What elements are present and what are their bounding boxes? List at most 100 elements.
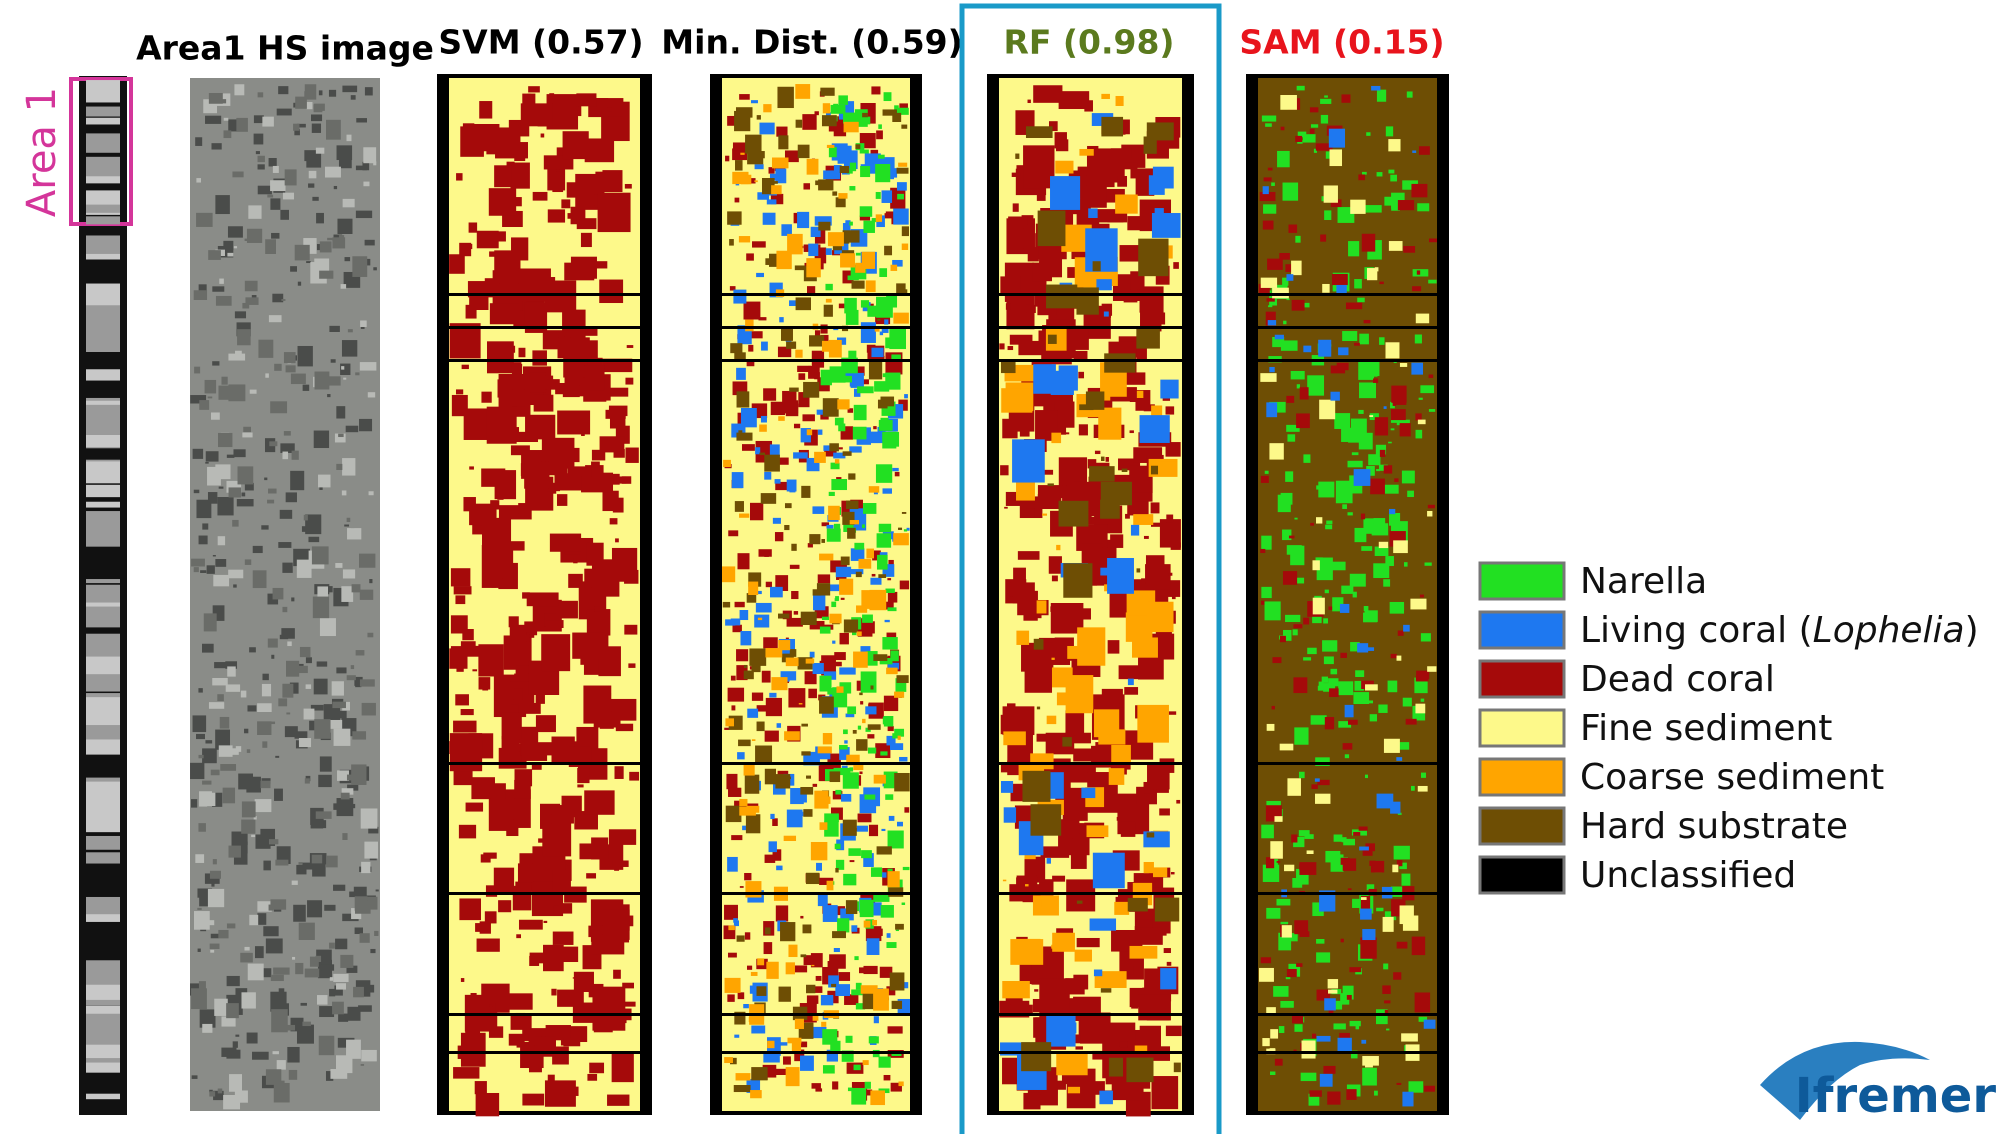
panel-texture (1075, 1046, 1083, 1049)
panel-texture (738, 740, 751, 747)
panel-texture (212, 361, 219, 365)
panel-texture (1037, 190, 1046, 201)
panel-texture (775, 532, 783, 541)
panel-texture (1166, 406, 1175, 414)
panel-texture (557, 494, 567, 506)
panel-texture (226, 684, 240, 691)
panel-texture (840, 633, 849, 644)
panel-texture (801, 954, 807, 957)
panel: Area1 HS image (136, 29, 434, 1116)
panel-texture (376, 890, 379, 892)
swath-gap (722, 293, 910, 296)
panel-texture (1303, 657, 1311, 660)
panel-texture (314, 431, 329, 448)
panel-texture (1338, 681, 1353, 695)
panel-texture (1316, 517, 1322, 523)
panel-texture (1079, 149, 1093, 156)
panel-texture (522, 592, 530, 598)
panel-texture (1390, 602, 1404, 614)
panel-texture (869, 590, 886, 610)
panel-texture (809, 335, 824, 346)
panel-texture (821, 995, 833, 1005)
panel-texture (746, 253, 754, 260)
panel-texture (876, 192, 881, 199)
panel-texture (726, 806, 742, 822)
panel-texture (312, 863, 325, 877)
panel-texture (362, 703, 376, 716)
panel-texture (271, 975, 284, 981)
panel-texture (1063, 563, 1092, 598)
panel-texture (271, 655, 274, 659)
panel-texture (886, 942, 896, 948)
panel-texture (1371, 86, 1380, 91)
panel-texture (270, 401, 287, 413)
panel-texture (1342, 504, 1347, 509)
panel-texture (828, 961, 839, 968)
panel-texture (1001, 781, 1013, 793)
panel-texture (735, 160, 743, 171)
panel-texture (316, 148, 324, 154)
panel-texture (755, 164, 764, 169)
panel-texture (1071, 853, 1087, 869)
panel-texture (235, 351, 242, 358)
panel-texture (287, 641, 291, 646)
panel-texture (1322, 284, 1329, 293)
swath-gap (1258, 892, 1437, 895)
panel-texture (867, 938, 880, 955)
panel-texture (1383, 917, 1394, 932)
panel-texture (1117, 176, 1127, 187)
panel-texture (1052, 933, 1075, 952)
panel-texture (735, 501, 744, 512)
panel-texture (227, 455, 235, 458)
panel-texture (832, 191, 837, 195)
panel-texture (1133, 514, 1153, 525)
panel-texture (844, 740, 847, 743)
panel-texture (846, 501, 858, 509)
panel-texture (806, 985, 815, 993)
panel-texture (787, 810, 803, 828)
panel-texture (1265, 601, 1281, 620)
panel-texture (342, 833, 347, 840)
panel-texture (790, 565, 800, 569)
panel-texture (257, 703, 272, 712)
panel-texture (320, 756, 332, 771)
panel-texture (1173, 262, 1179, 269)
panel-texture (1383, 964, 1388, 970)
panel-texture (898, 528, 902, 530)
panel-texture (1398, 631, 1404, 636)
panel-texture (777, 87, 793, 108)
panel-texture (745, 775, 760, 794)
panel-texture (1049, 556, 1062, 574)
panel-texture (550, 534, 581, 552)
panel-texture (1266, 908, 1280, 919)
swath-gap (722, 1051, 910, 1054)
panel-texture (851, 1088, 866, 1105)
panel-texture (336, 667, 346, 673)
panel-texture (1388, 442, 1392, 444)
panel-texture (356, 166, 367, 171)
panel-texture (515, 769, 533, 786)
panel-texture (367, 633, 373, 638)
panel-texture (215, 195, 229, 214)
panel-texture (759, 123, 774, 135)
panel-texture (267, 195, 273, 198)
panel-texture (363, 147, 376, 163)
panel-texture (856, 572, 862, 577)
panel-texture (455, 694, 469, 705)
panel-texture (258, 186, 272, 195)
panel-texture (1315, 794, 1330, 804)
panel-texture (210, 944, 220, 949)
panel-texture (1153, 167, 1174, 189)
panel-texture (1354, 279, 1362, 288)
panel-texture (1003, 731, 1026, 745)
panel-texture (248, 205, 261, 218)
panel-texture (530, 372, 546, 392)
panel-texture (730, 343, 742, 353)
panel-texture (1109, 1058, 1123, 1077)
panel-texture (1368, 454, 1380, 465)
panel-texture (733, 290, 746, 304)
panel-texture (207, 467, 221, 486)
panel-texture (262, 684, 271, 696)
panel-texture (269, 158, 277, 166)
panel-texture (849, 186, 855, 190)
